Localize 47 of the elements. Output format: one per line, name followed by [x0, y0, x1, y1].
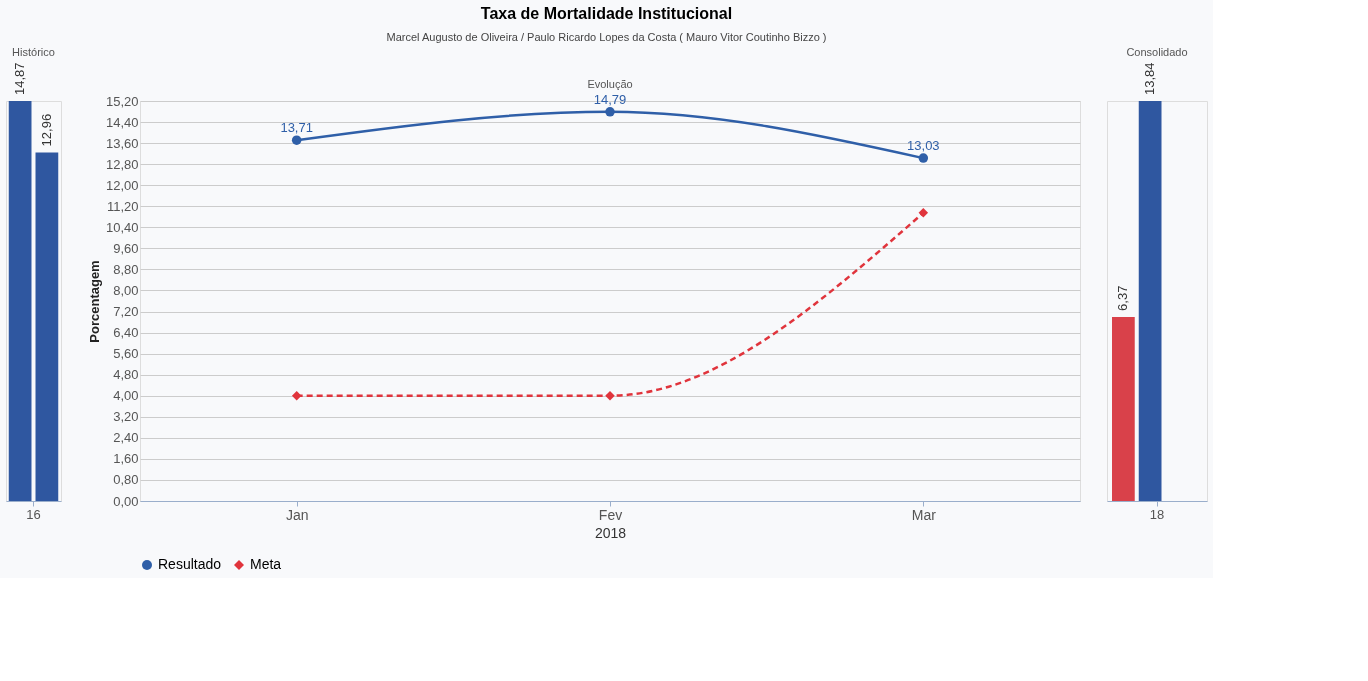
- data-label: 13,84: [1142, 62, 1158, 95]
- x-axis-title: 2018: [594, 524, 627, 541]
- x-tick-label: Fev: [598, 506, 623, 523]
- x-tick-label: Mar: [911, 506, 937, 523]
- y-tick-label: 1,60: [113, 451, 139, 467]
- y-tick-label: 4,80: [113, 367, 139, 383]
- point: [605, 390, 615, 401]
- chart-title: Histórico: [12, 46, 55, 59]
- y-tick-label: 4,00: [113, 388, 139, 404]
- y-tick-label: 9,60: [113, 240, 139, 256]
- y-tick-label: 11,20: [106, 198, 139, 214]
- y-tick-label: 13,60: [105, 135, 139, 151]
- y-tick-label: 2,40: [113, 430, 139, 446]
- point: [918, 208, 929, 218]
- y-tick-label: 3,20: [113, 409, 139, 425]
- y-tick-label: 12,00: [105, 177, 139, 193]
- x-tick-label: 16: [26, 506, 41, 522]
- data-label: 6,37: [1115, 285, 1131, 311]
- y-tick-label: 0,80: [113, 472, 139, 488]
- legend-label: Resultado: [158, 556, 222, 572]
- data-label: 14,79: [593, 91, 627, 107]
- text: Marcel Augusto de Oliveira / Paulo Ricardo Lopes da Costa ( Mauro Vitor Coutinho Bizzo ): [386, 30, 827, 43]
- y-tick-label: 8,80: [113, 261, 139, 277]
- point: [918, 153, 929, 163]
- y-tick-label: 5,60: [113, 346, 139, 362]
- x-tick-label: Jan: [285, 506, 309, 523]
- y-tick-label: 0,00: [113, 493, 139, 509]
- legend-label: Meta: [250, 556, 282, 572]
- x-tick-label: 18: [1149, 506, 1165, 522]
- text: Taxa de Mortalidade Institucional: [480, 4, 733, 22]
- data-label: 13,03: [907, 138, 940, 154]
- point: [291, 390, 302, 401]
- data-label: 13,71: [280, 120, 313, 136]
- y-tick-label: 8,00: [113, 282, 139, 298]
- chart-title: Consolidado: [1126, 46, 1188, 59]
- chart-title: Evolução: [587, 77, 633, 90]
- data-label: 12,96: [38, 113, 54, 147]
- y-axis-title: Porcentagem: [86, 260, 102, 343]
- data-label: 14,87: [12, 62, 28, 95]
- y-tick-label: 15,20: [105, 93, 139, 109]
- y-tick-label: 12,80: [105, 156, 139, 172]
- y-tick-label: 14,40: [105, 114, 139, 130]
- y-tick-label: 10,40: [105, 219, 139, 235]
- point: [291, 135, 302, 145]
- point: [605, 107, 615, 117]
- y-tick-label: 7,20: [113, 304, 139, 320]
- y-tick-label: 6,40: [113, 325, 139, 341]
